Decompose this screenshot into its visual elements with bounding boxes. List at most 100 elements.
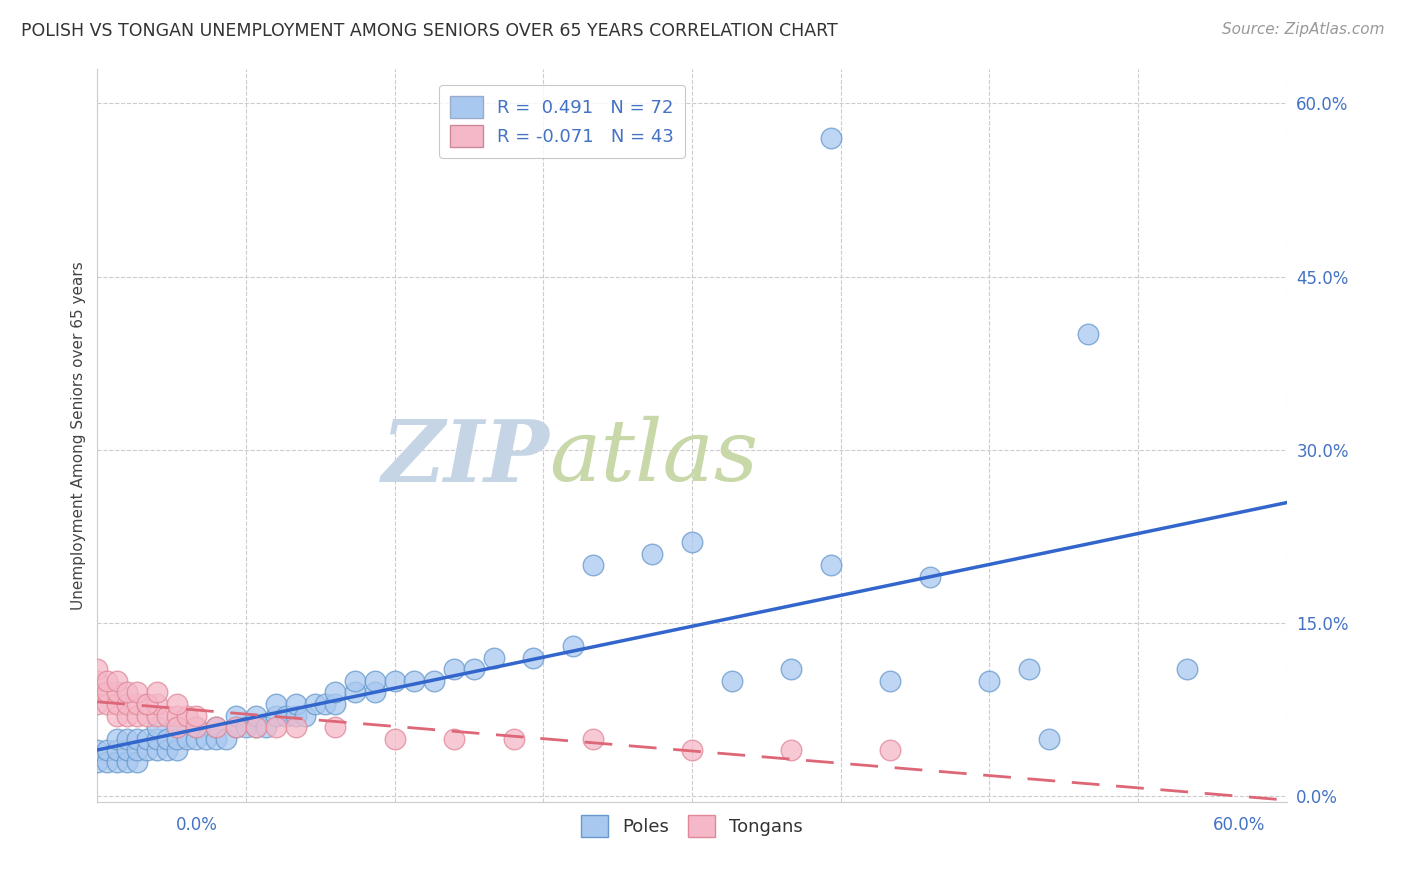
Point	[146, 685, 169, 699]
Point	[274, 708, 297, 723]
Point	[1077, 327, 1099, 342]
Point	[225, 720, 247, 734]
Point	[1038, 731, 1060, 746]
Point	[323, 720, 346, 734]
Point	[125, 685, 148, 699]
Point	[146, 697, 169, 711]
Point	[264, 708, 287, 723]
Point	[820, 558, 842, 573]
Point	[304, 697, 326, 711]
Point	[186, 731, 208, 746]
Point	[264, 697, 287, 711]
Point	[86, 755, 108, 769]
Point	[364, 685, 387, 699]
Point	[96, 743, 118, 757]
Point	[562, 640, 585, 654]
Point	[404, 673, 426, 688]
Point	[235, 720, 257, 734]
Point	[344, 685, 367, 699]
Point	[146, 708, 169, 723]
Point	[115, 697, 138, 711]
Point	[105, 673, 128, 688]
Point	[205, 731, 228, 746]
Point	[166, 743, 188, 757]
Point	[215, 731, 238, 746]
Point	[96, 697, 118, 711]
Point	[323, 685, 346, 699]
Point	[225, 708, 247, 723]
Point	[135, 697, 157, 711]
Point	[156, 708, 179, 723]
Point	[820, 131, 842, 145]
Point	[879, 673, 901, 688]
Point	[105, 743, 128, 757]
Point	[314, 697, 336, 711]
Point	[166, 720, 188, 734]
Point	[166, 731, 188, 746]
Point	[135, 731, 157, 746]
Point	[979, 673, 1001, 688]
Point	[105, 708, 128, 723]
Text: POLISH VS TONGAN UNEMPLOYMENT AMONG SENIORS OVER 65 YEARS CORRELATION CHART: POLISH VS TONGAN UNEMPLOYMENT AMONG SENI…	[21, 22, 838, 40]
Point	[245, 720, 267, 734]
Point	[105, 685, 128, 699]
Point	[344, 673, 367, 688]
Point	[364, 673, 387, 688]
Point	[423, 673, 446, 688]
Point	[115, 755, 138, 769]
Point	[156, 743, 179, 757]
Point	[156, 731, 179, 746]
Point	[582, 731, 605, 746]
Point	[384, 673, 406, 688]
Point	[135, 708, 157, 723]
Point	[135, 743, 157, 757]
Point	[86, 743, 108, 757]
Point	[1177, 662, 1199, 676]
Point	[86, 685, 108, 699]
Point	[96, 685, 118, 699]
Point	[96, 755, 118, 769]
Point	[205, 720, 228, 734]
Point	[186, 720, 208, 734]
Point	[115, 708, 138, 723]
Point	[384, 731, 406, 746]
Point	[681, 535, 703, 549]
Point	[879, 743, 901, 757]
Point	[245, 720, 267, 734]
Y-axis label: Unemployment Among Seniors over 65 years: Unemployment Among Seniors over 65 years	[72, 261, 86, 610]
Point	[96, 673, 118, 688]
Point	[443, 662, 465, 676]
Point	[105, 731, 128, 746]
Point	[641, 547, 664, 561]
Point	[582, 558, 605, 573]
Point	[176, 708, 198, 723]
Point	[294, 708, 316, 723]
Point	[125, 697, 148, 711]
Point	[284, 720, 307, 734]
Point	[166, 720, 188, 734]
Point	[186, 720, 208, 734]
Point	[86, 673, 108, 688]
Point	[125, 743, 148, 757]
Point	[146, 731, 169, 746]
Point	[918, 570, 941, 584]
Legend: Poles, Tongans: Poles, Tongans	[574, 808, 810, 845]
Point	[115, 743, 138, 757]
Point	[522, 650, 544, 665]
Point	[463, 662, 485, 676]
Text: 60.0%: 60.0%	[1213, 816, 1265, 834]
Point	[146, 720, 169, 734]
Point	[1018, 662, 1040, 676]
Text: atlas: atlas	[550, 416, 758, 499]
Point	[443, 731, 465, 746]
Point	[135, 697, 157, 711]
Text: 0.0%: 0.0%	[176, 816, 218, 834]
Point	[720, 673, 742, 688]
Point	[323, 697, 346, 711]
Point	[254, 720, 277, 734]
Point	[125, 708, 148, 723]
Point	[166, 708, 188, 723]
Point	[146, 743, 169, 757]
Point	[502, 731, 524, 746]
Point	[264, 720, 287, 734]
